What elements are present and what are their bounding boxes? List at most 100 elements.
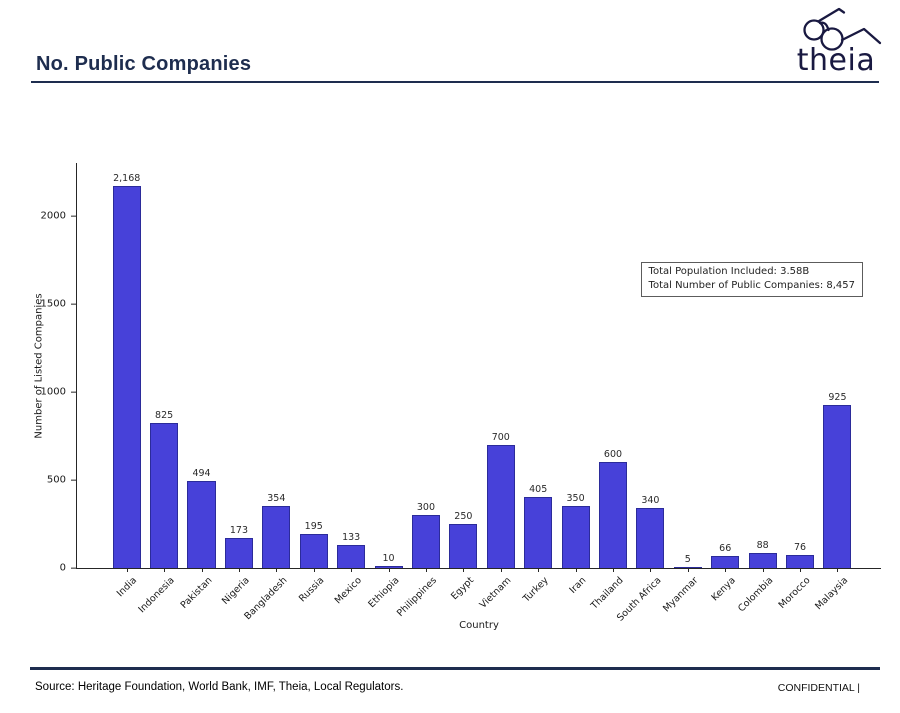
bar-turkey (524, 496, 553, 568)
bar-value-label: 5 (684, 554, 691, 566)
bar-slot: 173 Nigeria (220, 163, 257, 607)
bar-slot: 354 Bangladesh (242, 163, 295, 622)
bar-slot: 340 South Africa (615, 163, 669, 624)
x-tick-label: Myanmar (661, 575, 701, 615)
x-tick-label: Iran (567, 575, 589, 596)
x-tick-mark (388, 568, 390, 572)
bar-indonesia (150, 422, 179, 568)
bar-thailand (598, 462, 627, 568)
bar-value-label: 494 (192, 468, 211, 480)
footer-rule (30, 667, 880, 670)
x-tick-mark (313, 568, 315, 572)
bar-value-label: 66 (719, 543, 732, 555)
bar-slot: 133 Mexico (332, 163, 369, 606)
x-tick-label: Ethiopia (366, 575, 402, 611)
bar-bangladesh (262, 505, 291, 568)
bar-slot: 2,168 India (108, 163, 145, 599)
bar-iran (561, 506, 590, 568)
x-tick-label: Mexico (332, 575, 364, 607)
x-tick-mark (276, 568, 278, 572)
page-title: No. Public Companies (36, 53, 252, 75)
x-tick-mark (164, 568, 166, 572)
y-tick-mark (71, 303, 77, 305)
x-tick-mark (837, 568, 839, 572)
x-tick-label: Philippines (394, 575, 439, 619)
title-underline (31, 81, 879, 83)
bar-slot: 700 Vietnam (478, 163, 519, 611)
annotation-line-companies: Total Number of Public Companies: 8,457 (648, 280, 855, 291)
bar-ethiopia (374, 566, 403, 568)
bar-value-label: 173 (229, 524, 248, 536)
bar-value-label: 250 (454, 510, 473, 522)
bar-morocco (785, 554, 815, 568)
bar-pakistan (187, 481, 216, 568)
x-tick-mark (351, 568, 353, 572)
x-tick-label: India (115, 575, 140, 600)
confidential-label: CONFIDENTIAL | (777, 682, 860, 694)
bar-value-label: 405 (529, 483, 548, 495)
bar-value-label: 300 (416, 502, 436, 514)
logo-wordmark: theia (796, 43, 876, 78)
bar-slot: 66 Kenya (707, 163, 744, 603)
y-axis-title: Number of Listed Companies (33, 292, 45, 439)
x-tick-label: Colombia (736, 575, 776, 615)
x-tick-mark (126, 568, 128, 572)
x-tick-label: Vietnam (477, 575, 514, 611)
bar-slot: 5 Myanmar (661, 163, 706, 614)
bar-value-label: 354 (267, 492, 286, 504)
x-tick-mark (575, 568, 577, 572)
annotation-line-population: Total Population Included: 3.58B (648, 266, 810, 277)
bar-slot: 925 Malaysia (813, 163, 856, 612)
y-tick-label: 1000 (40, 386, 66, 398)
totals-annotation-box: Total Population Included: 3.58B Total N… (640, 262, 863, 297)
bar-slot: 195 Russia (295, 163, 332, 604)
bar-value-label: 350 (566, 493, 585, 505)
bar-russia (299, 533, 328, 568)
bar-kenya (711, 556, 740, 568)
bar-value-label: 340 (641, 495, 660, 507)
x-axis-title: Country (459, 620, 499, 631)
bar-philippines (411, 515, 440, 568)
x-tick-mark (238, 568, 240, 572)
bar-nigeria (224, 537, 253, 568)
bar-slot: 76 Morocco (777, 163, 818, 611)
bar-myanmar (673, 567, 702, 568)
bar-slot: 300 Philippines (395, 163, 444, 619)
bar-slot: 494 Pakistan (178, 163, 220, 611)
bar-slot: 825 Indonesia (137, 163, 182, 615)
y-tick-label: 500 (46, 474, 66, 486)
bar-value-label: 10 (382, 553, 395, 565)
bar-value-label: 2,168 (113, 173, 141, 185)
x-tick-mark (463, 568, 465, 572)
x-tick-mark (500, 568, 502, 572)
bar-slot: 405 Turkey (519, 163, 556, 605)
x-tick-label: Thailand (589, 575, 626, 612)
bar-slot: 600 Thailand (589, 163, 631, 612)
bar-malaysia (823, 405, 852, 568)
bar-colombia (748, 552, 777, 568)
bar-south-africa (636, 508, 665, 568)
bar-slot: 10 Ethiopia (366, 163, 407, 610)
bar-india (112, 186, 141, 568)
bar-value-label: 195 (304, 520, 323, 532)
bar-value-label: 600 (603, 449, 623, 461)
y-tick-mark (71, 567, 77, 569)
bar-chart: Number of Listed Companies Country 0 500 1… (34, 163, 881, 631)
bar-value-label: 88 (756, 539, 769, 551)
bar-value-label: 925 (828, 392, 847, 404)
bar-value-label: 76 (793, 541, 807, 553)
x-tick-mark (650, 568, 652, 572)
bar-vietnam (486, 444, 515, 568)
x-tick-label: Malaysia (813, 575, 851, 613)
y-tick-mark (71, 479, 77, 481)
x-tick-label: Turkey (521, 575, 551, 605)
bar-slot: 350 Iran (557, 163, 594, 596)
x-tick-mark (725, 568, 727, 572)
bar-slot: 250 Egypt (445, 163, 482, 602)
y-tick-mark (71, 215, 77, 217)
x-tick-mark (800, 568, 802, 572)
x-tick-label: Morocco (776, 575, 813, 611)
x-tick-mark (612, 568, 614, 572)
source-attribution: Source: Heritage Foundation, World Bank,… (35, 681, 404, 693)
bar-value-label: 133 (342, 531, 361, 543)
